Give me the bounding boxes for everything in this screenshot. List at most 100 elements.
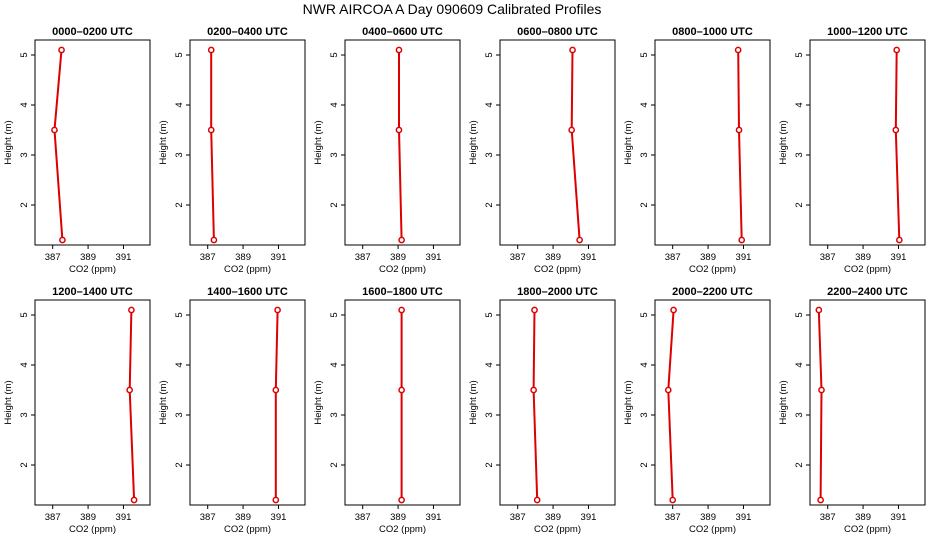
y-tick-label: 2 <box>794 462 805 467</box>
y-tick-label: 2 <box>19 462 30 467</box>
y-axis-label: Height (m) <box>158 380 169 424</box>
y-axis-label: Height (m) <box>623 120 634 164</box>
plot-frame <box>34 299 151 506</box>
profile-panel: 0000–0200 UTC 387 389 391 2 3 4 5 CO2 (ppm) Heigh… <box>3 26 151 275</box>
data-point <box>59 236 66 244</box>
x-tick-label: 387 <box>510 252 526 263</box>
figure-title: NWR AIRCOA A Day 090609 Calibrated Profi… <box>303 1 602 17</box>
data-point <box>128 306 135 314</box>
x-tick-label: 387 <box>355 512 371 523</box>
data-point <box>272 386 280 394</box>
plot-frame <box>34 39 151 246</box>
x-tick-label: 391 <box>736 252 752 263</box>
data-point <box>533 496 541 504</box>
y-tick-label: 4 <box>484 102 495 107</box>
plot-frame <box>189 299 306 506</box>
y-tick-label: 5 <box>329 312 340 317</box>
x-axis-label: CO2 (ppm) <box>69 524 116 535</box>
panel-title: 1200–1400 UTC <box>52 286 133 298</box>
y-axis-label: Height (m) <box>3 380 14 424</box>
x-axis-label: CO2 (ppm) <box>844 524 891 535</box>
x-axis-label: CO2 (ppm) <box>379 264 426 275</box>
y-tick-label: 5 <box>19 312 30 317</box>
x-tick-label: 387 <box>820 252 836 263</box>
profile-line <box>398 50 403 241</box>
x-tick-label: 387 <box>200 512 216 523</box>
y-tick-label: 4 <box>794 362 805 367</box>
panel-title: 2000–2200 UTC <box>672 286 753 298</box>
x-tick-label: 389 <box>80 252 96 263</box>
x-axis-label: CO2 (ppm) <box>534 264 581 275</box>
y-tick-label: 2 <box>174 462 185 467</box>
y-tick-label: 3 <box>794 412 805 417</box>
y-tick-label: 2 <box>484 202 495 207</box>
profile-line <box>894 49 901 241</box>
y-tick-label: 2 <box>329 462 340 467</box>
y-tick-label: 4 <box>19 362 30 367</box>
profile-panel: 0800–1000 UTC 387 389 391 2 3 4 5 CO2 (ppm) Heigh… <box>623 26 771 275</box>
data-point <box>58 46 65 54</box>
x-axis-label: CO2 (ppm) <box>224 264 271 275</box>
y-tick-label: 4 <box>174 102 185 107</box>
x-tick-label: 389 <box>700 512 716 523</box>
y-tick-label: 4 <box>794 102 805 107</box>
y-tick-label: 3 <box>19 412 30 417</box>
data-point <box>738 236 746 244</box>
data-point <box>530 386 537 394</box>
profile-panel: 1600–1800 UTC 387 389 391 2 3 4 5 CO2 (ppm) Heigh… <box>313 286 461 535</box>
data-point <box>210 236 218 244</box>
x-axis-label: CO2 (ppm) <box>689 524 736 535</box>
x-tick-label: 387 <box>45 512 61 523</box>
profile-panel: 2200–2400 UTC 387 389 391 2 3 4 5 CO2 (ppm) Heigh… <box>778 286 926 535</box>
x-tick-label: 391 <box>116 252 132 263</box>
profile-line <box>210 50 215 241</box>
y-tick-label: 2 <box>174 202 185 207</box>
plot-frame <box>344 299 461 506</box>
x-axis-label: CO2 (ppm) <box>379 524 426 535</box>
data-point <box>893 46 901 54</box>
x-tick-label: 391 <box>581 512 597 523</box>
data-point <box>398 496 405 504</box>
x-tick-label: 387 <box>45 252 61 263</box>
panel-title: 2200–2400 UTC <box>827 286 908 298</box>
x-tick-label: 387 <box>200 252 216 263</box>
y-tick-label: 4 <box>19 102 30 107</box>
data-point <box>398 306 405 314</box>
data-point <box>272 496 280 504</box>
y-axis-label: Height (m) <box>468 380 479 424</box>
y-tick-label: 4 <box>329 362 340 367</box>
y-axis-label: Height (m) <box>3 120 14 164</box>
y-axis-label: Height (m) <box>778 380 789 424</box>
x-tick-label: 391 <box>736 512 752 523</box>
profile-line <box>274 309 279 500</box>
x-tick-label: 391 <box>426 252 442 263</box>
profile-line <box>667 309 675 501</box>
panel-title: 0200–0400 UTC <box>207 26 288 38</box>
profile-line <box>53 49 64 241</box>
profile-panel: 1400–1600 UTC 387 389 391 2 3 4 5 CO2 (ppm) Heigh… <box>158 286 306 535</box>
profile-panel: 1200–1400 UTC 387 389 391 2 3 4 5 CO2 (ppm) Heigh… <box>3 286 151 535</box>
x-tick-label: 389 <box>545 512 561 523</box>
y-tick-label: 3 <box>794 152 805 157</box>
panel-title: 1800–2000 UTC <box>517 286 598 298</box>
x-tick-label: 391 <box>426 512 442 523</box>
y-axis-label: Height (m) <box>313 380 324 424</box>
y-tick-label: 4 <box>639 362 650 367</box>
data-point <box>815 306 823 314</box>
y-tick-label: 2 <box>639 202 650 207</box>
data-point <box>395 126 403 134</box>
x-tick-label: 391 <box>581 252 597 263</box>
data-point <box>734 46 742 54</box>
x-axis-label: CO2 (ppm) <box>224 524 271 535</box>
x-tick-label: 389 <box>390 512 406 523</box>
data-point <box>398 236 405 244</box>
y-tick-label: 3 <box>639 152 650 157</box>
y-tick-label: 2 <box>639 462 650 467</box>
y-tick-label: 4 <box>174 362 185 367</box>
x-tick-label: 391 <box>116 512 132 523</box>
x-axis-label: CO2 (ppm) <box>844 264 891 275</box>
y-tick-label: 3 <box>329 152 340 157</box>
y-tick-label: 4 <box>484 362 495 367</box>
plot-frame <box>189 39 306 246</box>
